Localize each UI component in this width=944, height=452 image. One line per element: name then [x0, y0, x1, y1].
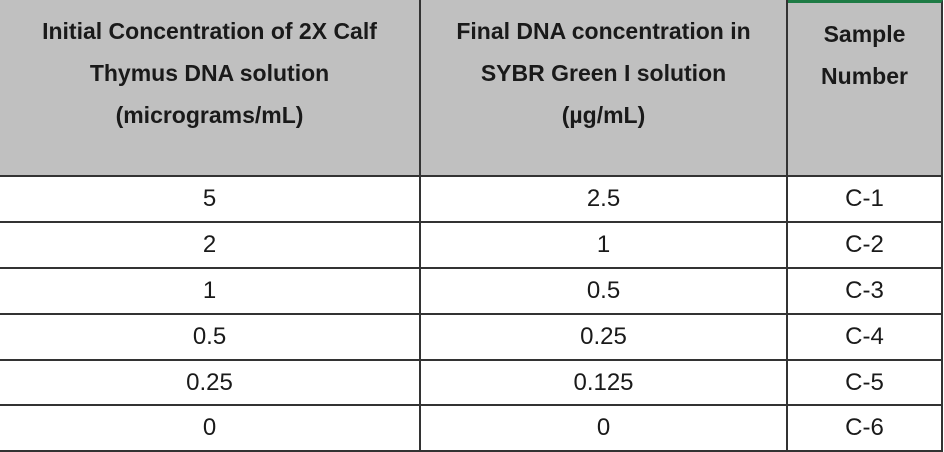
cell-text: 0 — [596, 414, 611, 441]
table-cell: C-5 — [788, 361, 943, 406]
table-cell: 0.5 — [421, 269, 788, 315]
header-text: Sample — [823, 21, 906, 47]
table-cell: 0.125 — [421, 361, 788, 406]
header-text: (µg/mL) — [561, 102, 646, 128]
header-text: Thymus DNA solution — [89, 60, 330, 86]
cell-text: 5 — [202, 185, 217, 212]
table-cell: 0 — [421, 406, 788, 452]
table-cell: 0.5 — [0, 315, 421, 361]
table-cell: 0 — [0, 406, 421, 452]
table-cell: 1 — [0, 269, 421, 315]
cell-text: C-2 — [845, 231, 884, 258]
cell-text: C-4 — [845, 323, 884, 350]
table-cell: 1 — [421, 223, 788, 269]
cell-text: 0 — [202, 414, 217, 441]
cell-text: 0.5 — [192, 323, 227, 350]
cell-text: 1 — [596, 231, 611, 258]
cell-text: 0.125 — [573, 368, 634, 396]
table-cell: C-1 — [788, 177, 943, 223]
cell-text: C-5 — [845, 368, 884, 396]
table-cell: 2 — [0, 223, 421, 269]
cell-text: C-6 — [845, 414, 884, 441]
cell-text: 2 — [202, 231, 217, 258]
cell-text: C-3 — [845, 277, 884, 304]
table-cell: 0.25 — [421, 315, 788, 361]
cell-text: 0.5 — [586, 277, 621, 304]
cell-text: 1 — [202, 277, 217, 304]
table-cell: 2.5 — [421, 177, 788, 223]
table-cell: C-2 — [788, 223, 943, 269]
header-text: SYBR Green I solution — [480, 60, 727, 86]
header-cell: Initial Concentration of 2X Calf Thymus D… — [0, 0, 421, 177]
header-cell: Sample Number — [788, 0, 943, 177]
header-text: Number — [821, 63, 908, 89]
table-cell: 0.25 — [0, 361, 421, 406]
table-cell: C-3 — [788, 269, 943, 315]
table-cell: C-4 — [788, 315, 943, 361]
header-text: Final DNA concentration in — [456, 18, 751, 44]
cell-text: C-1 — [845, 185, 884, 212]
cell-text: 0.25 — [580, 323, 627, 350]
table-cell: C-6 — [788, 406, 943, 452]
header-cell: Final DNA concentration in SYBR Green I s… — [421, 0, 788, 177]
header-text: (micrograms/mL) — [115, 102, 304, 128]
cell-text: 2.5 — [586, 185, 621, 212]
cell-text: 0.25 — [186, 368, 233, 396]
table-cell: 5 — [0, 177, 421, 223]
header-text: Initial Concentration of 2X Calf — [42, 18, 377, 44]
